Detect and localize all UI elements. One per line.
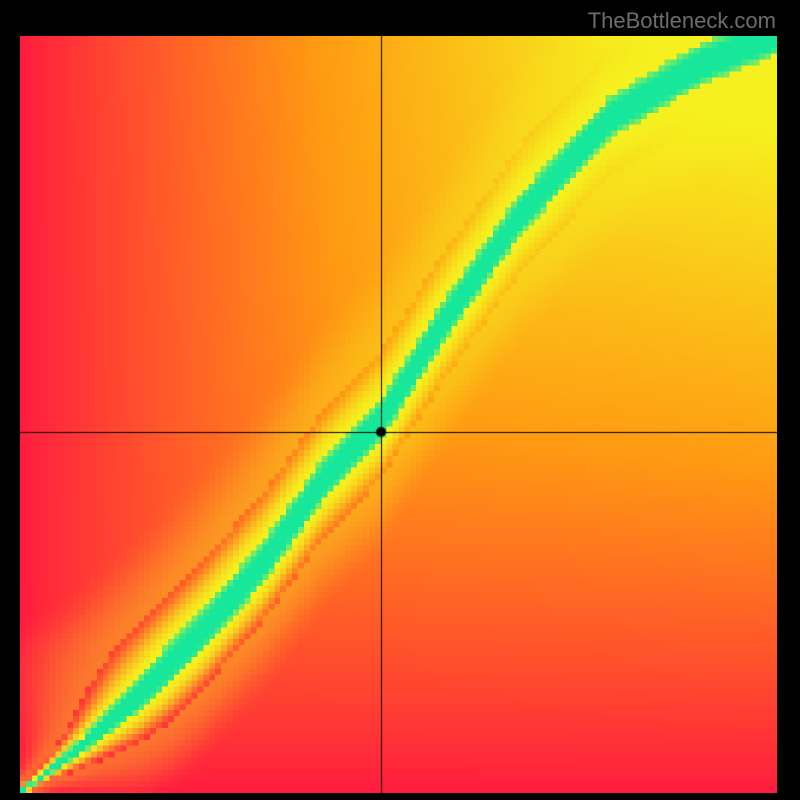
chart-container: { "watermark": { "text": "TheBottleneck.… bbox=[0, 0, 800, 800]
watermark-text: TheBottleneck.com bbox=[588, 8, 776, 34]
bottleneck-heatmap bbox=[20, 36, 777, 793]
